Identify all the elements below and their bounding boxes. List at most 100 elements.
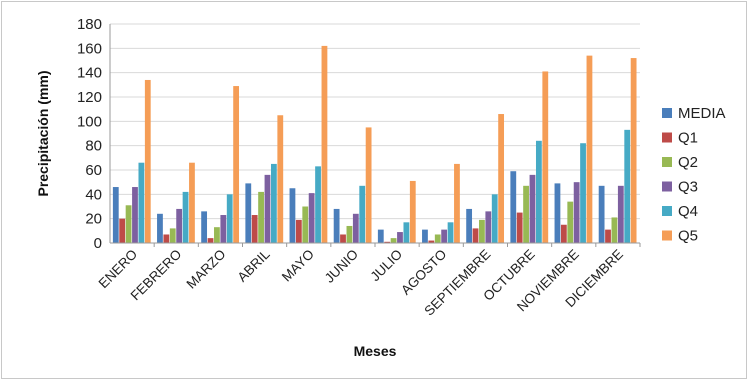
bar-media-mayo <box>289 188 296 243</box>
legend-label-q4: Q4 <box>678 203 698 220</box>
bar-q2-abril <box>258 191 264 243</box>
bar-q3-agosto <box>441 229 448 243</box>
bar-q5-octubre <box>542 71 549 243</box>
bar-q2-diciembre <box>611 217 618 243</box>
legend-swatch-q4 <box>662 206 672 216</box>
bar-media-noviembre <box>554 183 561 243</box>
bar-media-octubre <box>510 171 517 243</box>
bar-q3-abril <box>264 174 271 243</box>
y-tick-label: 160 <box>77 40 102 57</box>
bar-q5-julio <box>409 180 416 243</box>
gridlines <box>110 23 640 220</box>
x-tick-label: JUNIO <box>322 247 361 286</box>
bar-q5-agosto <box>454 163 460 243</box>
bar-q1-febrero <box>163 234 170 243</box>
bar-media-junio <box>333 208 340 243</box>
y-tick-label: 80 <box>85 138 102 155</box>
bar-q3-febrero <box>176 208 183 243</box>
y-axis-label: Precipitación (mm) <box>35 70 51 196</box>
bar-q5-noviembre <box>586 55 593 244</box>
bar-q5-abril <box>277 115 284 243</box>
y-tick-label: 60 <box>85 162 102 179</box>
x-tick-label: JULIO <box>368 247 406 285</box>
bar-q2-julio <box>390 238 397 243</box>
bar-q5-enero <box>144 79 151 243</box>
bar-q2-febrero <box>169 228 176 243</box>
bar-q1-marzo <box>207 238 214 243</box>
y-tick-label: 40 <box>85 186 102 203</box>
legend-label-q5: Q5 <box>678 228 698 245</box>
bar-q3-diciembre <box>617 185 624 243</box>
legend-label-media: MEDIA <box>678 105 726 122</box>
legend-swatch-media <box>662 108 672 118</box>
bar-q1-septiembre <box>472 228 479 243</box>
bar-q5-septiembre <box>498 114 505 244</box>
axes <box>109 24 641 247</box>
bar-q1-noviembre <box>560 224 567 243</box>
bar-q4-abril <box>270 163 277 243</box>
bar-q2-mayo <box>302 206 309 243</box>
x-axis-label: Meses <box>354 343 397 359</box>
bar-q4-mayo <box>315 166 321 243</box>
bar-q3-septiembre <box>485 211 492 243</box>
bar-q4-agosto <box>447 222 454 243</box>
bar-q2-junio <box>346 225 353 243</box>
legend-label-q2: Q2 <box>678 154 698 171</box>
bar-q3-noviembre <box>573 182 580 243</box>
bar-q3-enero <box>132 187 138 243</box>
bar-media-enero <box>112 187 119 243</box>
legend: MEDIA Q1 Q2 Q3 Q4 Q5 <box>662 105 726 245</box>
bar-q5-febrero <box>189 162 195 243</box>
bar-q2-noviembre <box>567 201 574 243</box>
legend-swatch-q2 <box>662 157 672 167</box>
bar-q4-noviembre <box>580 143 586 243</box>
bar-q4-septiembre <box>491 194 498 243</box>
bar-q3-junio <box>352 213 359 243</box>
bars <box>112 45 637 244</box>
bar-media-febrero <box>157 213 163 243</box>
y-tick-label: 20 <box>85 211 102 228</box>
bar-q1-octubre <box>516 212 523 243</box>
x-tick-label: ENERO <box>96 247 141 292</box>
bar-media-marzo <box>201 211 208 243</box>
y-tick-label: 0 <box>94 235 102 252</box>
legend-label-q1: Q1 <box>678 130 698 147</box>
legend-swatch-q1 <box>662 132 672 143</box>
bar-q2-marzo <box>214 227 220 243</box>
y-tick-label: 140 <box>77 65 102 82</box>
bar-q1-junio <box>340 234 346 243</box>
bar-q3-octubre <box>529 174 536 243</box>
legend-swatch-q3 <box>662 181 672 192</box>
y-tick-label: 100 <box>77 113 102 130</box>
bar-q2-octubre <box>523 185 529 243</box>
y-tick-label: 120 <box>77 89 102 106</box>
bar-q2-agosto <box>434 234 441 243</box>
bar-q4-octubre <box>535 140 542 243</box>
bar-q4-marzo <box>226 194 233 243</box>
legend-label-q3: Q3 <box>678 179 698 196</box>
bar-media-diciembre <box>598 185 605 243</box>
bar-q5-mayo <box>321 45 328 244</box>
bar-q3-marzo <box>220 215 227 243</box>
x-tick-label: MARZO <box>183 247 228 292</box>
y-tick-label: 180 <box>77 16 102 33</box>
bar-q5-diciembre <box>630 58 637 243</box>
bar-media-septiembre <box>466 208 473 243</box>
y-tick-labels: 0 20 40 60 80 100 120 140 160 180 <box>77 16 102 252</box>
bar-q5-marzo <box>233 86 240 243</box>
bar-media-agosto <box>422 229 428 243</box>
bar-media-abril <box>245 183 252 243</box>
bar-q3-mayo <box>308 193 315 243</box>
bar-q2-enero <box>125 205 132 243</box>
bar-q3-julio <box>397 232 403 243</box>
bar-q5-junio <box>365 127 372 243</box>
bar-q1-enero <box>119 218 126 243</box>
bar-q1-mayo <box>295 219 302 243</box>
x-tick-label: MAYO <box>279 247 317 285</box>
x-tick-label: ABRIL <box>234 246 273 285</box>
bar-q4-diciembre <box>624 129 631 243</box>
bar-q4-febrero <box>182 191 189 243</box>
bar-q1-agosto <box>428 240 435 243</box>
